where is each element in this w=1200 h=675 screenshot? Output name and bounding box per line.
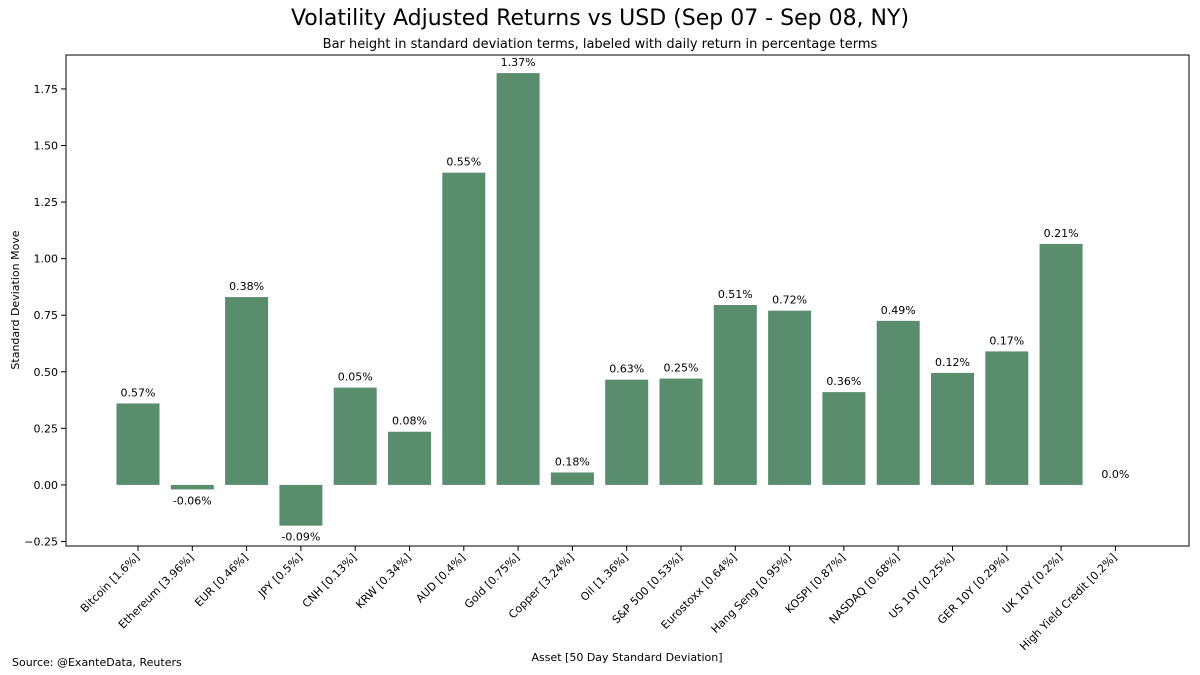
bar-value-label: 0.63%	[609, 363, 644, 376]
bars: 0.57% -0.06% 0.38% -0.09% 0.05% 0.08% 0.55% 1.3…	[116, 56, 1129, 544]
bar-value-label: 0.36%	[826, 375, 861, 388]
y-tick-label: −0.25	[24, 535, 58, 548]
bar	[170, 484, 214, 490]
bar	[985, 351, 1029, 485]
bar-value-label: 0.05%	[338, 371, 373, 384]
bar	[931, 372, 974, 485]
bar-value-label: 0.25%	[664, 362, 699, 375]
y-tick-label: 0.50	[34, 366, 59, 379]
y-tick-label: 1.75	[34, 83, 59, 96]
y-axis: −0.25 0.00 0.25 0.50 0.75 1.00 1.25 1.50 1.75	[24, 83, 66, 548]
bar	[550, 472, 594, 485]
y-tick-label: 1.25	[34, 196, 59, 209]
bar-value-label: 0.17%	[989, 334, 1024, 347]
x-tick-label: EUR [0.46%]	[192, 551, 250, 609]
x-tick-label: AUD [0.4%]	[413, 551, 468, 606]
x-tick-label: Gold [0.75%]	[462, 551, 522, 611]
x-tick-label: High Yield Credit [0.2%]	[1017, 551, 1119, 653]
bar	[442, 172, 486, 485]
bar-value-label: -0.09%	[281, 531, 320, 544]
bar	[333, 387, 377, 485]
y-tick-label: 0.75	[34, 309, 59, 322]
y-tick-label: 0.25	[34, 422, 59, 435]
y-tick-label: 1.50	[34, 140, 59, 153]
bar-value-label: 0.0%	[1101, 468, 1129, 481]
bar	[225, 297, 269, 485]
bar-value-label: 0.38%	[229, 280, 264, 293]
bar	[116, 403, 160, 485]
bar	[659, 378, 703, 485]
bar-value-label: 0.72%	[772, 294, 807, 307]
bar-value-label: 0.55%	[446, 156, 481, 169]
bar-value-label: -0.06%	[173, 494, 212, 507]
bar	[496, 73, 540, 485]
bar-value-label: 1.37%	[501, 56, 536, 69]
bar	[822, 392, 866, 485]
bar	[279, 484, 323, 526]
bar	[876, 320, 920, 485]
y-tick-label: 0.00	[34, 479, 59, 492]
bar-value-label: 0.57%	[121, 386, 156, 399]
x-tick-label: KRW [0.34%]	[353, 551, 413, 611]
x-tick-label: CNH [0.13%]	[300, 551, 360, 611]
bar	[605, 379, 649, 485]
source-note: Source: @ExanteData, Reuters	[12, 656, 182, 669]
y-axis-label: Standard Deviation Move	[9, 230, 22, 369]
bar-value-label: 0.18%	[555, 455, 590, 468]
bar-value-label: 0.49%	[881, 304, 916, 317]
x-axis: Bitcoin [1.6%]Ethereum [3.96%]EUR [0.46%…	[78, 546, 1120, 653]
y-tick-label: 1.00	[34, 253, 59, 266]
x-axis-label: Asset [50 Day Standard Deviation]	[531, 651, 722, 664]
bar-value-label: 0.12%	[935, 356, 970, 369]
bar-value-label: 0.51%	[718, 288, 753, 301]
plot-frame	[65, 54, 1190, 547]
bar	[1039, 243, 1083, 485]
x-tick-label: JPY [0.5%]	[255, 551, 305, 601]
bar	[388, 431, 431, 485]
x-tick-label: Oil [1.36%]	[578, 551, 631, 604]
bar-value-label: 0.21%	[1044, 227, 1079, 240]
bar	[768, 310, 812, 485]
bar-value-label: 0.08%	[392, 415, 427, 428]
chart-title: Volatility Adjusted Returns vs USD (Sep …	[290, 6, 910, 31]
chart-subtitle: Bar height in standard deviation terms, …	[322, 37, 878, 52]
bar	[713, 305, 757, 485]
